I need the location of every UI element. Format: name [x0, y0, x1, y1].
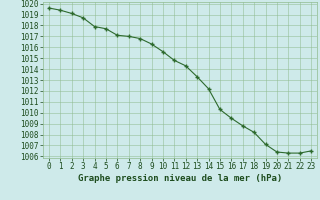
X-axis label: Graphe pression niveau de la mer (hPa): Graphe pression niveau de la mer (hPa) — [78, 174, 282, 183]
